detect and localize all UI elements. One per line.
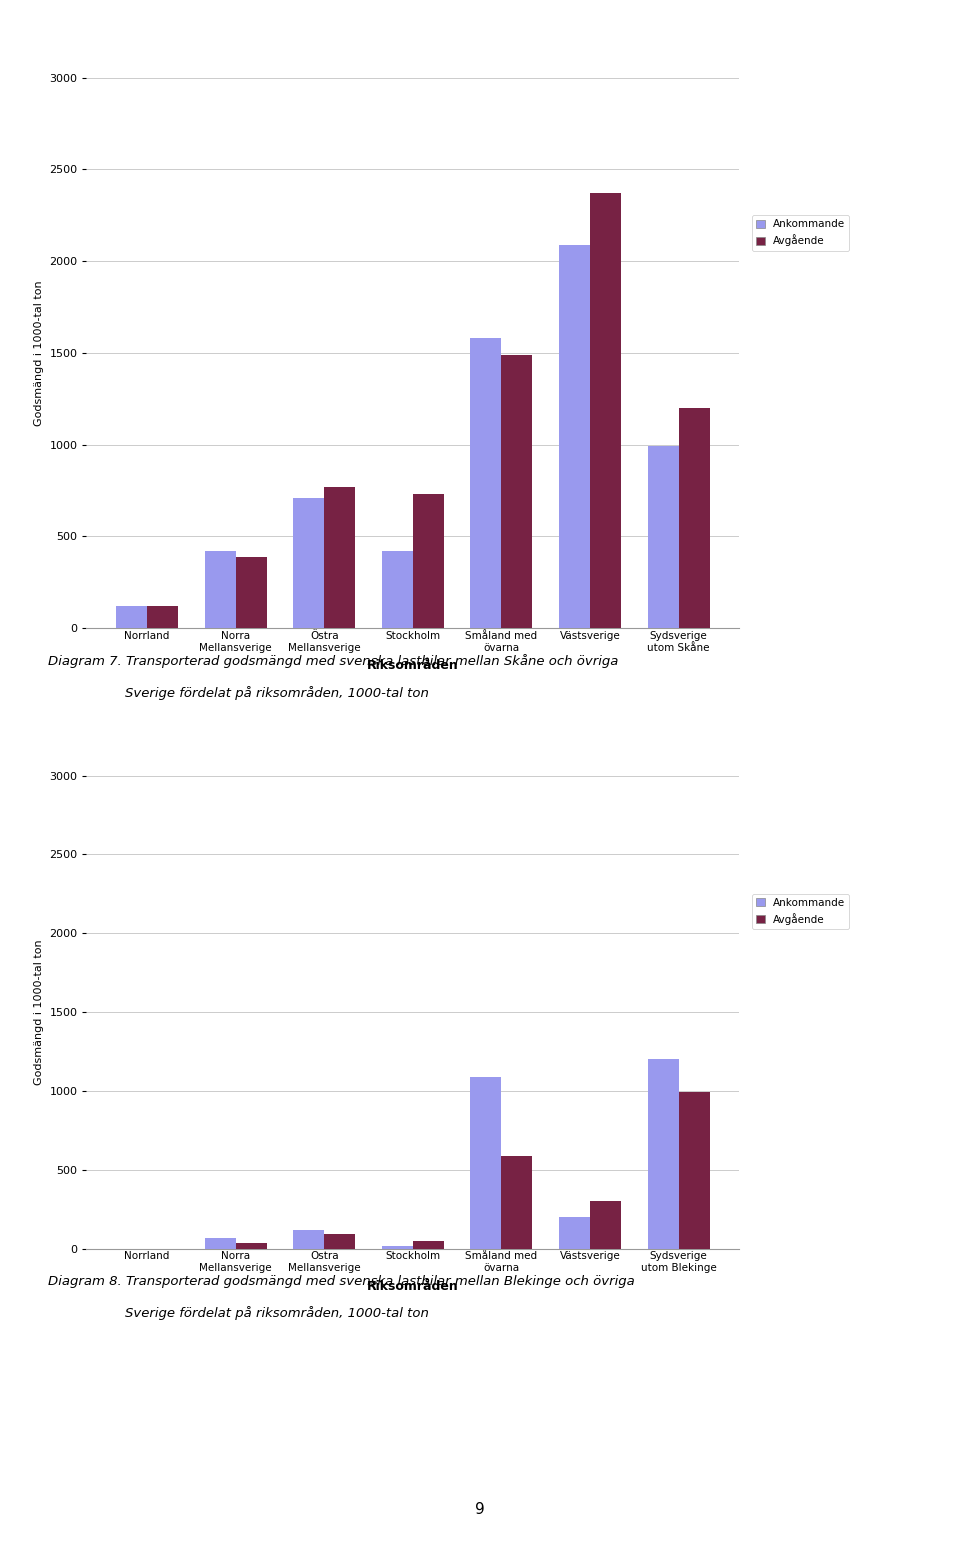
- Y-axis label: Godsmängd i 1000-tal ton: Godsmängd i 1000-tal ton: [34, 281, 44, 425]
- Bar: [590, 194, 621, 628]
- Bar: [293, 1230, 324, 1249]
- Y-axis label: Godsmängd i 1000-tal ton: Godsmängd i 1000-tal ton: [34, 940, 44, 1084]
- Text: Diagram 7. Transporterad godsmängd med svenska lastbilar mellan Skåne och övriga: Diagram 7. Transporterad godsmängd med s…: [48, 655, 618, 668]
- Bar: [559, 1218, 590, 1249]
- Bar: [413, 1241, 444, 1249]
- Text: Diagram 8. Transporterad godsmängd med svenska lastbilar mellan Blekinge och övr: Diagram 8. Transporterad godsmängd med s…: [48, 1275, 635, 1287]
- Bar: [324, 487, 355, 628]
- Bar: [648, 447, 679, 628]
- Bar: [235, 557, 267, 628]
- Bar: [501, 355, 533, 628]
- Text: Sverige fördelat på riksområden, 1000-tal ton: Sverige fördelat på riksområden, 1000-ta…: [125, 686, 429, 700]
- Bar: [679, 1092, 709, 1249]
- Bar: [559, 245, 590, 628]
- Bar: [324, 1235, 355, 1249]
- Bar: [470, 1076, 501, 1249]
- Bar: [293, 498, 324, 628]
- Bar: [648, 1059, 679, 1249]
- Text: 9: 9: [475, 1501, 485, 1517]
- Legend: Ankommande, Avgående: Ankommande, Avgående: [753, 893, 850, 929]
- Bar: [470, 338, 501, 628]
- Bar: [382, 551, 413, 628]
- Bar: [204, 551, 235, 628]
- Text: Sverige fördelat på riksområden, 1000-tal ton: Sverige fördelat på riksområden, 1000-ta…: [125, 1306, 429, 1320]
- Bar: [147, 606, 178, 628]
- Bar: [590, 1200, 621, 1249]
- Legend: Ankommande, Avgående: Ankommande, Avgående: [753, 216, 850, 251]
- Bar: [413, 495, 444, 628]
- Bar: [204, 1238, 235, 1249]
- Bar: [116, 606, 147, 628]
- X-axis label: Riksområden: Riksområden: [367, 1280, 459, 1294]
- Bar: [382, 1245, 413, 1249]
- Bar: [501, 1155, 533, 1249]
- X-axis label: Riksområden: Riksområden: [367, 659, 459, 673]
- Bar: [679, 408, 709, 628]
- Bar: [235, 1242, 267, 1249]
